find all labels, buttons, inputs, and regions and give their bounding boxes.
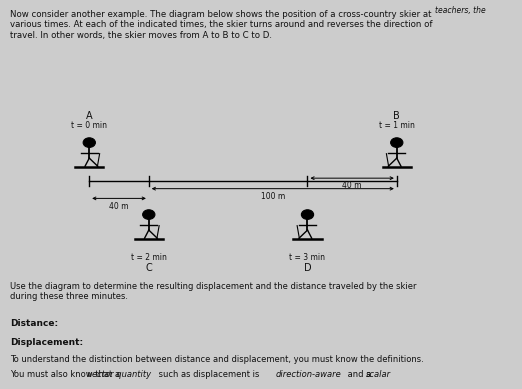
- Circle shape: [143, 210, 155, 219]
- Text: B: B: [394, 110, 400, 121]
- Text: Now consider another example. The diagram below shows the position of a cross-co: Now consider another example. The diagra…: [10, 10, 432, 40]
- Text: and a: and a: [345, 370, 374, 379]
- Text: scalar: scalar: [366, 370, 391, 379]
- Text: such as displacement is: such as displacement is: [156, 370, 262, 379]
- Text: t = 2 min: t = 2 min: [131, 253, 167, 262]
- Text: To understand the distinction between distance and displacement, you must know t: To understand the distinction between di…: [10, 355, 424, 364]
- Text: 40 m: 40 m: [342, 181, 362, 190]
- Text: t = 1 min: t = 1 min: [379, 121, 414, 130]
- Text: Use the diagram to determine the resulting displacement and the distance travele: Use the diagram to determine the resulti…: [10, 282, 417, 301]
- Text: A: A: [86, 110, 92, 121]
- Circle shape: [390, 138, 403, 147]
- Text: C: C: [146, 263, 152, 273]
- Text: 100 m: 100 m: [260, 192, 285, 201]
- Text: t = 0 min: t = 0 min: [72, 121, 108, 130]
- Text: D: D: [304, 263, 311, 273]
- Circle shape: [301, 210, 314, 219]
- Circle shape: [83, 138, 96, 147]
- Text: You must also know that a: You must also know that a: [10, 370, 123, 379]
- Text: 40 m: 40 m: [109, 202, 129, 210]
- Text: t = 3 min: t = 3 min: [290, 253, 326, 262]
- Text: vector quantity: vector quantity: [87, 370, 151, 379]
- Text: teachers, the: teachers, the: [435, 6, 486, 15]
- Text: Displacement:: Displacement:: [10, 338, 83, 347]
- Text: direction-aware: direction-aware: [275, 370, 341, 379]
- Text: Distance:: Distance:: [10, 319, 58, 328]
